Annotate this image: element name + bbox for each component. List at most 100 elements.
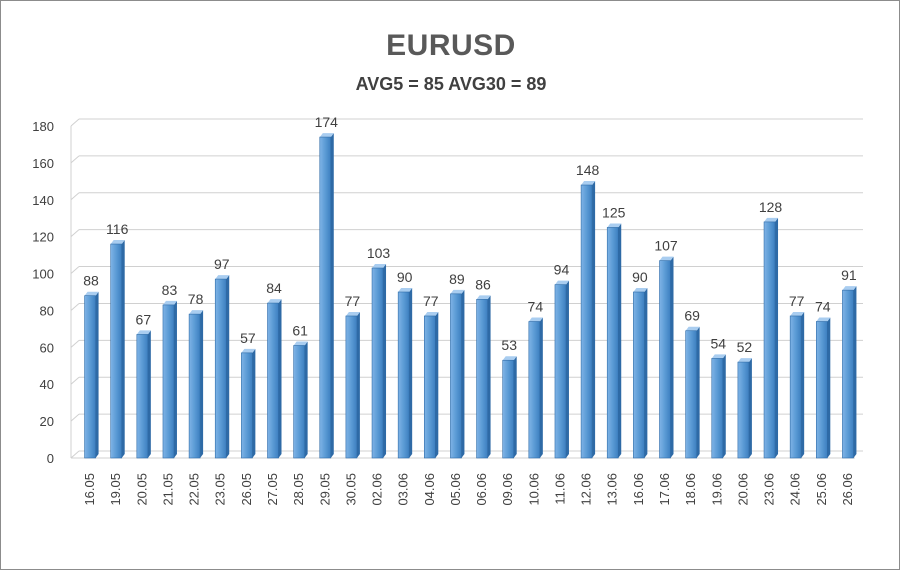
gridline-side	[70, 155, 80, 164]
y-tick-label: 140	[32, 193, 54, 208]
bar-front	[136, 334, 149, 459]
y-tick-label: 60	[40, 340, 54, 355]
data-label: 77	[423, 293, 439, 309]
chart-subtitle: AVG5 = 85 AVG30 = 89	[355, 74, 547, 94]
data-label: 83	[162, 282, 178, 298]
y-tick-label: 80	[40, 303, 54, 318]
x-tick-label: 20.06	[735, 473, 750, 506]
bar-side	[461, 289, 465, 458]
bar-side	[409, 288, 413, 458]
bar	[815, 317, 831, 459]
x-tick-label: 19.06	[709, 473, 724, 506]
bar-front	[267, 302, 279, 459]
bar-side	[383, 264, 387, 458]
gridline-side	[70, 450, 80, 459]
data-label: 86	[475, 276, 491, 292]
bar	[633, 288, 648, 459]
bar-side	[748, 358, 752, 458]
bar-front	[842, 289, 854, 459]
bar-side	[252, 348, 256, 458]
bar	[371, 264, 387, 459]
gridline-side	[70, 229, 80, 238]
bar-side	[226, 275, 230, 458]
bar-side	[670, 256, 674, 458]
data-label: 74	[528, 299, 544, 315]
bar-top	[816, 317, 831, 322]
bar-top	[136, 330, 151, 335]
bar-side	[200, 310, 204, 458]
bar	[136, 330, 151, 459]
bar-top	[711, 354, 726, 359]
x-tick-label: 11.06	[552, 473, 567, 505]
data-label: 97	[214, 256, 230, 272]
bar-side	[147, 330, 151, 458]
x-tick-label: 16.05	[82, 473, 97, 506]
bar-side	[95, 291, 99, 458]
y-tick-label: 100	[32, 267, 54, 282]
bar-side	[121, 240, 125, 458]
bar	[659, 256, 674, 459]
bar-front	[293, 345, 305, 459]
data-label: 61	[292, 322, 308, 338]
bar-front	[502, 359, 515, 459]
x-tick-label: 23.05	[213, 473, 228, 506]
data-label: 74	[815, 299, 831, 315]
bar	[606, 223, 622, 459]
bar-top	[84, 291, 99, 296]
bar-front	[815, 321, 828, 459]
bar-top	[319, 133, 334, 138]
x-tick-label: 28.05	[291, 473, 306, 506]
x-tick-label: 29.05	[317, 473, 332, 506]
bar-top	[162, 300, 177, 305]
data-label: 84	[266, 280, 282, 296]
bar	[214, 275, 230, 459]
bar-side	[565, 280, 569, 458]
data-label: 116	[106, 221, 129, 237]
data-label: 89	[449, 271, 465, 287]
bar	[267, 299, 282, 459]
data-label: 148	[576, 162, 600, 178]
bar	[293, 341, 308, 459]
x-tick-label: 30.05	[343, 473, 358, 506]
gridline-side	[70, 376, 80, 385]
data-label: 107	[654, 238, 678, 254]
bar-side	[827, 317, 831, 458]
y-tick-label: 160	[32, 156, 54, 171]
bar-front	[319, 136, 332, 459]
bar-top	[842, 286, 857, 291]
bar-side	[853, 286, 857, 458]
bar-top	[345, 311, 360, 316]
bar-top	[607, 223, 622, 228]
bar-top	[685, 326, 700, 331]
bar-top	[215, 275, 230, 280]
bar	[789, 311, 805, 459]
x-tick-label: 12.06	[579, 473, 594, 506]
y-tick-label: 20	[40, 414, 54, 429]
chart-title: EURUSD	[386, 29, 516, 62]
gridline-side	[70, 118, 80, 127]
bar-side	[592, 181, 596, 458]
data-label: 91	[841, 267, 857, 283]
bar-side	[722, 354, 726, 458]
bar	[685, 326, 700, 459]
data-label: 128	[759, 199, 783, 215]
bar-front	[685, 330, 697, 459]
bar-front	[188, 313, 201, 459]
bar-top	[241, 348, 256, 353]
data-label: 125	[602, 204, 626, 220]
bar-front	[580, 184, 593, 459]
bar	[450, 289, 465, 459]
bar-front	[241, 352, 253, 459]
data-label: 88	[83, 273, 99, 289]
y-tick-label: 0	[47, 451, 54, 466]
bar-top	[110, 240, 125, 245]
data-label: 67	[136, 311, 152, 327]
x-tick-label: 26.05	[239, 473, 254, 506]
bar	[162, 300, 177, 459]
x-tick-label: 21.05	[160, 473, 175, 506]
bar-front	[789, 315, 802, 459]
bar-front	[371, 267, 384, 459]
data-label: 77	[789, 293, 805, 309]
bar	[763, 217, 779, 459]
